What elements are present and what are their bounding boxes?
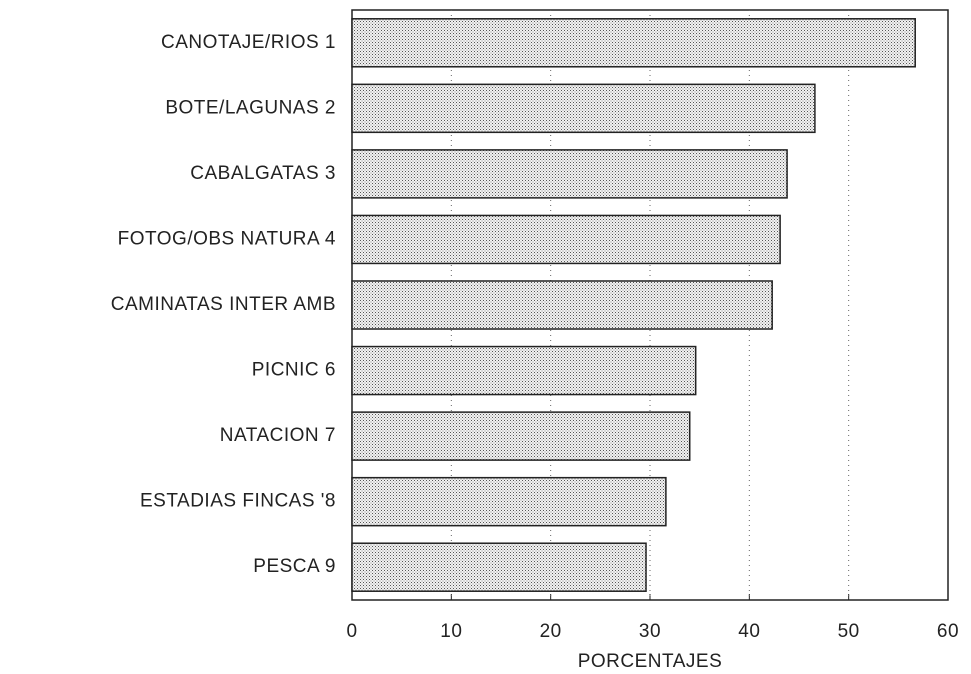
bar (351, 476, 667, 527)
x-axis-label: PORCENTAJES (578, 651, 723, 672)
y-tick-label: NATACION 7 (220, 425, 336, 446)
x-tick-label: 20 (540, 621, 562, 642)
y-tick-label: CABALGATAS 3 (190, 163, 336, 184)
bar (351, 149, 788, 199)
y-tick-label: CAMINATAS INTER AMB (111, 294, 336, 315)
x-tick-label: 10 (440, 621, 462, 642)
bar (351, 411, 691, 461)
x-tick-label: 60 (937, 621, 959, 642)
bar (351, 214, 781, 265)
x-tick-label: 50 (838, 621, 860, 642)
y-tick-label: ESTADIAS FINCAS '8 (140, 491, 336, 512)
x-tick-label: 40 (738, 621, 760, 642)
y-tick-label: BOTE/LAGUNAS 2 (165, 97, 336, 118)
x-tick-label: 0 (346, 621, 357, 642)
bar (351, 18, 916, 68)
y-tick-label: CANOTAJE/RIOS 1 (161, 32, 336, 53)
bar (351, 280, 773, 330)
bar (351, 542, 647, 592)
y-tick-label: PICNIC 6 (252, 360, 336, 381)
y-tick-label: FOTOG/OBS NATURA 4 (118, 228, 336, 249)
x-tick-label: 30 (639, 621, 661, 642)
bar (351, 83, 816, 134)
bar (351, 345, 697, 396)
y-tick-label: PESCA 9 (253, 556, 336, 577)
